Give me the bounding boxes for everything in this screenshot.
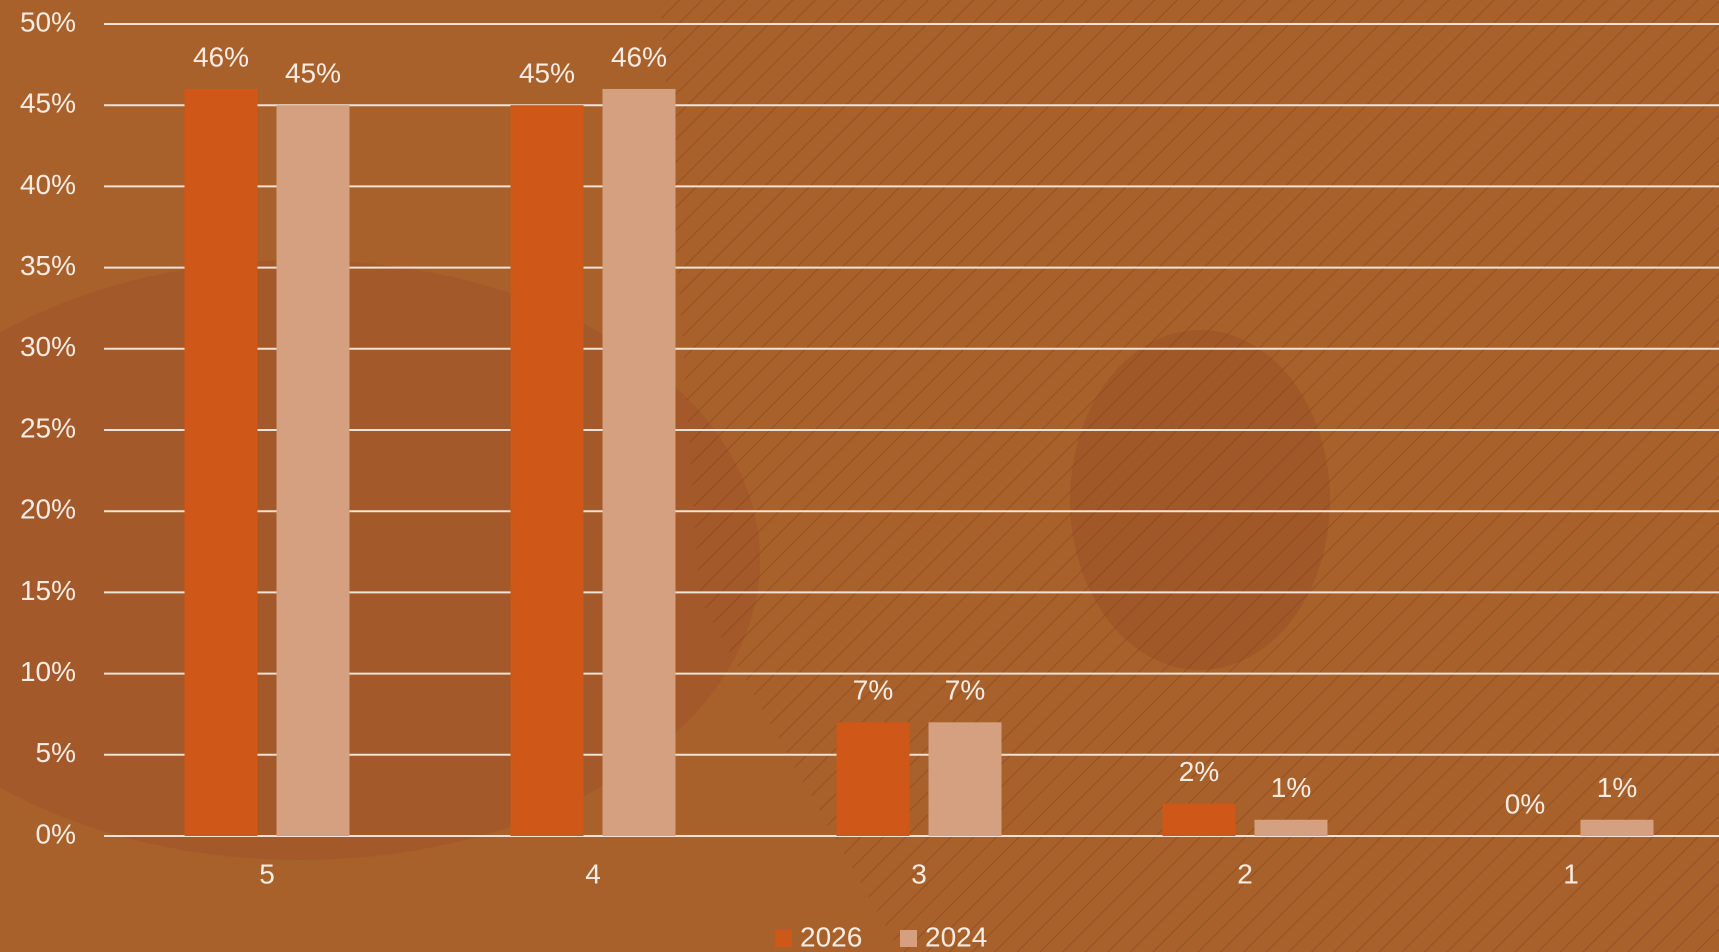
bar — [1580, 819, 1654, 836]
x-tick-label: 1 — [1563, 858, 1579, 889]
x-tick-label: 5 — [259, 858, 275, 889]
value-label: 7% — [853, 675, 893, 706]
bar — [1162, 803, 1236, 836]
plot-area: 0%5%10%15%20%25%30%35%40%45%50%546%45%44… — [20, 6, 1719, 952]
value-label: 0% — [1505, 788, 1545, 819]
legend-swatch — [900, 930, 917, 947]
x-tick-label: 3 — [911, 858, 927, 889]
y-tick-label: 25% — [20, 412, 76, 443]
legend-swatch — [775, 930, 792, 947]
legend-label: 2026 — [800, 921, 862, 952]
y-tick-label: 45% — [20, 88, 76, 119]
y-tick-label: 40% — [20, 169, 76, 200]
bar — [836, 722, 910, 836]
bar — [276, 105, 350, 836]
y-tick-label: 0% — [36, 818, 76, 849]
y-tick-label: 15% — [20, 575, 76, 606]
y-tick-label: 50% — [20, 6, 76, 37]
value-label: 1% — [1271, 772, 1311, 803]
value-label: 46% — [611, 41, 667, 72]
legend-label: 2024 — [925, 921, 987, 952]
x-tick-label: 4 — [585, 858, 601, 889]
bar — [510, 105, 584, 836]
value-label: 2% — [1179, 756, 1219, 787]
y-tick-label: 35% — [20, 250, 76, 281]
y-tick-label: 5% — [36, 737, 76, 768]
value-label: 1% — [1597, 772, 1637, 803]
value-label: 45% — [519, 58, 575, 89]
bar — [928, 722, 1002, 836]
y-tick-label: 30% — [20, 331, 76, 362]
value-label: 45% — [285, 58, 341, 89]
bar — [184, 88, 258, 836]
value-label: 7% — [945, 675, 985, 706]
value-label: 46% — [193, 41, 249, 72]
bar — [602, 88, 676, 836]
y-tick-label: 10% — [20, 656, 76, 687]
hatch-pattern — [660, 0, 1719, 952]
bar — [1254, 819, 1328, 836]
x-tick-label: 2 — [1237, 858, 1253, 889]
y-tick-label: 20% — [20, 494, 76, 525]
